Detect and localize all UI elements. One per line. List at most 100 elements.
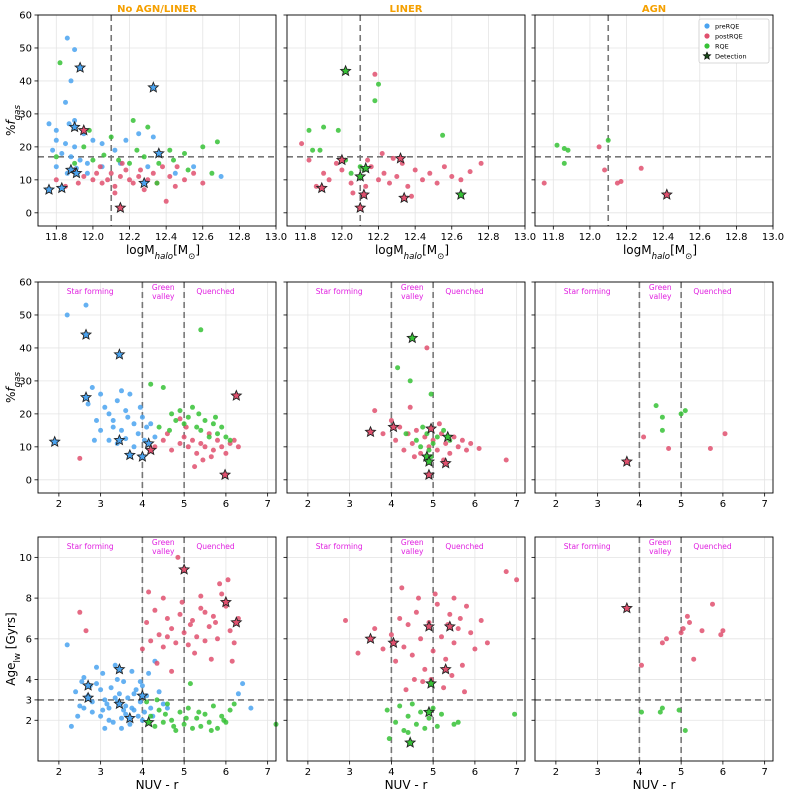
data-point-RQE (181, 421, 187, 427)
data-point-preRQE (125, 695, 131, 701)
data-point-preRQE (77, 157, 83, 163)
data-point-preRQE (94, 681, 99, 687)
data-point-RQE (154, 180, 160, 186)
panel-1: 11.8 12.0 12.2 12.4 12.6 12.8 13.0 0 10 20 30 40 50 6… (4, 4, 287, 262)
tick-label-y: 10 (19, 553, 32, 564)
region-label-green: Green (401, 538, 424, 547)
data-point-RQE (409, 701, 415, 707)
tick-label-x: 12.2 (615, 232, 637, 243)
data-point-postRQE (372, 408, 378, 414)
data-point-postRQE (215, 437, 220, 443)
data-point-postRQE (416, 595, 421, 601)
data-point-postRQE (152, 607, 158, 613)
data-point-postRQE (503, 569, 509, 575)
detection-star (79, 328, 93, 340)
data-point-postRQE (699, 628, 705, 634)
data-point-postRQE (449, 673, 455, 678)
data-point-preRQE (150, 134, 156, 140)
detection-star (357, 188, 370, 200)
region-label-green: Green (649, 283, 672, 292)
detection-star (113, 348, 126, 360)
data-point-preRQE (99, 141, 105, 147)
data-point-RQE (154, 697, 160, 703)
data-point-RQE (185, 414, 191, 420)
data-point-postRQE (380, 646, 386, 652)
data-point-RQE (430, 441, 436, 446)
detection-star (406, 331, 419, 344)
region-label-quenched: Quenched (196, 287, 235, 296)
data-point-preRQE (79, 679, 85, 685)
data-point-postRQE (401, 447, 407, 453)
data-point-preRQE (102, 404, 108, 410)
region-label-valley: valley (401, 547, 424, 556)
data-point-postRQE (387, 180, 392, 186)
data-point-RQE (169, 411, 175, 417)
data-point-RQE (206, 434, 212, 440)
data-point-postRQE (213, 620, 218, 625)
data-point-postRQE (112, 183, 118, 189)
region-label-star-forming: Star forming (67, 287, 114, 296)
data-point-preRQE (131, 691, 137, 697)
data-point-postRQE (436, 421, 442, 427)
data-point-postRQE (397, 616, 403, 621)
data-point-RQE (198, 723, 204, 729)
data-point-postRQE (182, 177, 187, 183)
data-point-RQE (185, 167, 191, 173)
detection-star (113, 662, 126, 675)
data-point-RQE (173, 418, 179, 423)
data-point-postRQE (678, 630, 684, 636)
data-point-preRQE (75, 713, 81, 719)
data-point-postRQE (215, 636, 220, 642)
data-point-preRQE (116, 691, 122, 697)
data-point-postRQE (150, 170, 156, 176)
data-point-RQE (171, 157, 176, 163)
legend-label: RQE (715, 43, 729, 51)
data-point-postRQE (514, 577, 520, 583)
legend-box (698, 18, 770, 64)
data-point-postRQE (379, 151, 385, 156)
detection-star (136, 689, 149, 701)
data-point-RQE (177, 408, 183, 414)
tick-label-x: 3 (97, 499, 103, 510)
axes-frame (534, 14, 774, 227)
data-point-RQE (144, 699, 150, 705)
data-point-preRQE (84, 170, 90, 176)
data-point-RQE (653, 403, 659, 409)
x-axis-label: NUV - r (633, 778, 676, 792)
data-point-postRQE (684, 613, 690, 619)
data-point-preRQE (123, 711, 129, 717)
tick-label-x: 7 (513, 499, 519, 510)
data-point-postRQE (136, 174, 142, 179)
data-point-preRQE (123, 703, 129, 709)
detection-star (398, 191, 411, 204)
data-point-postRQE (217, 581, 223, 587)
data-point-RQE (426, 715, 432, 721)
data-point-RQE (512, 711, 518, 717)
detection-star (144, 443, 157, 456)
data-point-postRQE (434, 601, 440, 607)
tick-label-x: 6 (223, 767, 229, 778)
tick-label-x: 7 (761, 499, 767, 510)
data-point-RQE (210, 421, 216, 427)
data-point-postRQE (210, 613, 216, 619)
data-point-preRQE (123, 408, 129, 414)
data-point-preRQE (98, 713, 104, 719)
y-axis-label: Agelw [Gyrs] (4, 612, 23, 685)
data-point-preRQE (106, 717, 112, 723)
data-point-postRQE (430, 648, 436, 654)
data-point-preRQE (110, 719, 116, 725)
data-point-postRQE (434, 447, 440, 453)
data-point-preRQE (53, 164, 59, 170)
data-point-postRQE (169, 626, 175, 632)
data-point-RQE (639, 709, 644, 715)
axes-frame (37, 281, 277, 494)
data-point-postRQE (720, 628, 726, 634)
data-point-preRQE (94, 664, 99, 670)
data-point-postRQE (372, 71, 378, 77)
data-point-postRQE (718, 632, 724, 638)
detection-star (364, 632, 377, 644)
data-point-postRQE (707, 446, 713, 451)
data-point-postRQE (365, 157, 371, 163)
data-point-postRQE (219, 591, 225, 597)
detection-star (359, 161, 372, 174)
